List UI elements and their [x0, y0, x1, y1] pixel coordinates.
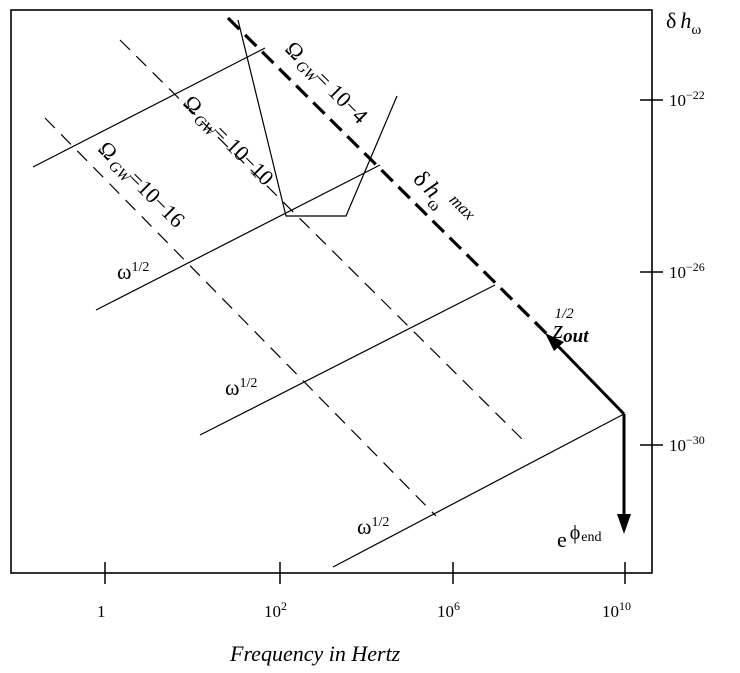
omega-half-label-2: ω1/2: [225, 375, 257, 400]
dashed-line-omega-16: [44, 117, 437, 517]
delta-h-max-label: δhωmax: [404, 162, 480, 237]
sensitivity-curve: [237, 19, 398, 217]
x-axis-ticks: [104, 562, 626, 584]
arrows: [545, 333, 631, 534]
x-tick-label-1: 1: [97, 602, 106, 621]
x-axis-title: Frequency in Hertz: [229, 641, 401, 666]
z-out-arrow-line: [553, 341, 626, 416]
z-out-arrowhead: [545, 333, 564, 351]
svg-text:ΩGW= 10−4: ΩGW= 10−4: [278, 36, 373, 131]
svg-text:ΩGW= 10−10: ΩGW= 10−10: [176, 90, 279, 193]
omega-half-label-1: ω1/2: [117, 259, 149, 284]
solid-line-4: [332, 413, 625, 568]
svg-text:ΩGW=10−16: ΩGW=10−16: [91, 136, 190, 235]
plot-frame: [10, 9, 653, 574]
y-tick-label-3: 10−30: [669, 433, 705, 455]
x-tick-label-2: 102: [264, 599, 287, 621]
omega-label-4: ΩGW= 10−4: [278, 36, 373, 131]
solid-line-top: [32, 47, 266, 168]
solid-line-3: [199, 284, 496, 436]
svg-text:δhωmax: δhωmax: [404, 162, 479, 237]
y-axis-title: δ hω: [666, 8, 701, 38]
x-tick-label-3: 106: [437, 599, 460, 621]
omega-label-16: ΩGW=10−16: [91, 136, 190, 235]
delta-h-max-line: [226, 16, 560, 347]
solid-lines: [32, 47, 625, 568]
omega-half-label-3: ω1/2: [357, 514, 389, 539]
y-tick-label-1: 10−22: [669, 88, 705, 110]
e-phi-end-label: e ϕend: [557, 522, 602, 552]
y-axis-ticks: [640, 99, 663, 446]
y-tick-label-2: 10−26: [669, 260, 705, 282]
omega-label-10: ΩGW= 10−10: [176, 90, 279, 193]
x-tick-label-4: 1010: [602, 599, 631, 621]
dashed-line-omega-10: [119, 39, 529, 446]
z-out-label: zout1/2: [552, 306, 589, 347]
dashed-lines: [44, 39, 529, 517]
e-phi-arrowhead: [617, 514, 631, 534]
solid-line-2: [95, 164, 381, 311]
